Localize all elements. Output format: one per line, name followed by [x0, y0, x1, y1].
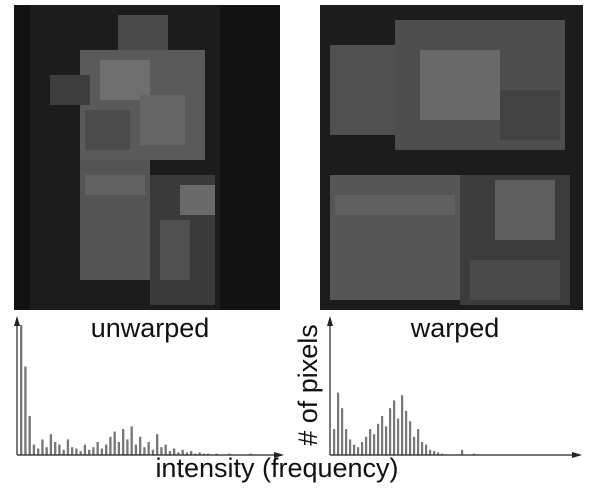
- bar: [353, 444, 356, 455]
- bar: [45, 447, 48, 455]
- y-arrow: [14, 316, 20, 326]
- bar: [173, 448, 176, 455]
- bar: [139, 436, 142, 455]
- bar: [66, 439, 70, 455]
- unwarped-image: [14, 5, 280, 310]
- bar: [83, 444, 87, 455]
- warped-image: [320, 5, 583, 310]
- bar: [71, 447, 74, 455]
- bar: [88, 449, 91, 455]
- bar: [207, 453, 210, 455]
- bar: [349, 439, 352, 455]
- bar: [341, 408, 344, 455]
- bar: [168, 451, 172, 455]
- bar: [417, 429, 420, 455]
- bar: [117, 442, 121, 455]
- bar: [156, 434, 159, 455]
- bar: [437, 452, 440, 455]
- bar: [122, 429, 125, 455]
- bar: [92, 447, 95, 455]
- bar: [373, 434, 376, 455]
- bar: [401, 395, 404, 455]
- bar: [160, 447, 163, 455]
- bar: [105, 444, 108, 455]
- bar: [75, 448, 78, 455]
- bar: [37, 448, 40, 455]
- bar: [126, 439, 129, 455]
- bar: [79, 451, 82, 455]
- bar: [429, 449, 432, 455]
- bar: [333, 429, 336, 455]
- x-arrow: [274, 452, 284, 458]
- bar: [32, 444, 36, 455]
- bar: [369, 429, 372, 455]
- bar: [337, 392, 340, 455]
- bar: [228, 453, 231, 455]
- bar: [393, 400, 396, 455]
- bar: [405, 410, 408, 455]
- bar: [147, 442, 150, 455]
- bar: [164, 444, 167, 455]
- x-axis-label: intensity (frequency): [155, 453, 398, 483]
- bar: [381, 416, 384, 455]
- bar: [433, 451, 436, 455]
- bar: [413, 436, 416, 455]
- bar: [181, 449, 184, 455]
- bar: [198, 452, 201, 455]
- bar: [185, 452, 189, 455]
- bar: [357, 447, 360, 455]
- bar: [377, 423, 380, 455]
- bar: [345, 429, 348, 455]
- bar: [113, 431, 116, 455]
- bar: [194, 453, 197, 455]
- bar: [473, 453, 476, 455]
- bar: [425, 444, 428, 455]
- bar: [20, 325, 23, 455]
- bar: [190, 451, 193, 455]
- panel-label: warped: [410, 313, 500, 343]
- bar: [365, 436, 368, 455]
- bar: [62, 449, 65, 455]
- panel-label: unwarped: [91, 313, 210, 343]
- y-arrow: [327, 316, 333, 326]
- y-axis-label: # of pixels: [293, 324, 323, 446]
- bar: [143, 447, 146, 455]
- bar: [397, 418, 400, 455]
- bar: [421, 442, 424, 455]
- bar: [58, 444, 61, 455]
- bar: [49, 434, 53, 455]
- bar: [134, 444, 138, 455]
- bar: [54, 442, 57, 455]
- bar: [41, 439, 44, 455]
- x-arrow: [572, 452, 582, 458]
- bar: [177, 452, 180, 455]
- bar: [151, 449, 155, 455]
- bar: [100, 448, 104, 455]
- bar: [249, 453, 252, 455]
- bar: [409, 421, 412, 455]
- bar: [109, 436, 112, 455]
- bar: [130, 426, 133, 455]
- bar: [202, 453, 206, 455]
- bar: [96, 442, 99, 455]
- bar: [385, 426, 388, 455]
- bar: [361, 442, 364, 455]
- bar: [24, 366, 27, 455]
- bar: [28, 416, 31, 455]
- bar: [389, 408, 392, 455]
- bar: [441, 453, 444, 455]
- bar: [215, 453, 218, 455]
- bar: [461, 449, 464, 455]
